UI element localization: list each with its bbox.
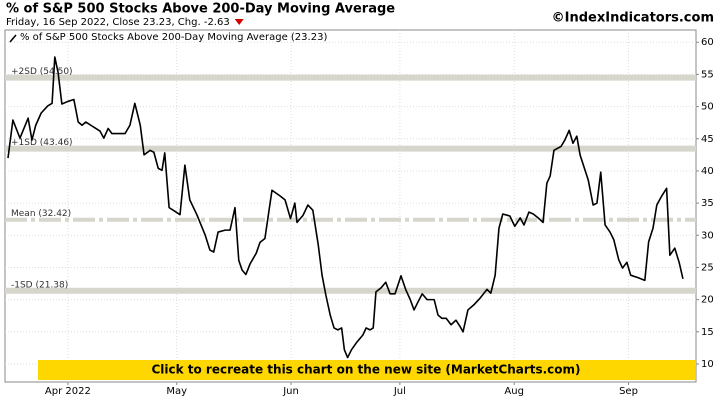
y-tick-label: 15 xyxy=(701,327,714,338)
y-tick-label: 10 xyxy=(701,359,714,370)
x-tick-label: May xyxy=(166,386,187,397)
plot-area xyxy=(4,29,697,383)
y-tick-label: 60 xyxy=(701,37,714,48)
x-tick-label: Aug xyxy=(504,386,524,397)
legend-icon xyxy=(9,34,17,43)
legend-entry: % of S&P 500 Stocks Above 200-Day Moving… xyxy=(20,32,327,43)
y-tick-label: 20 xyxy=(701,295,714,306)
subtitle: Friday, 16 Sep 2022, Close 23.23, Chg. -… xyxy=(6,17,230,28)
reference-label: -1SD (21.38) xyxy=(11,280,68,290)
y-tick-label: 35 xyxy=(701,198,714,209)
down-arrow xyxy=(234,19,244,25)
reference-label: +1SD (43.46) xyxy=(11,138,73,148)
x-tick-label: Jul xyxy=(393,386,406,397)
y-tick-label: 55 xyxy=(701,69,714,80)
x-tick-label: Apr 2022 xyxy=(45,386,91,397)
reference-label: +2SD (54.50) xyxy=(11,67,73,77)
reference-label: Mean (32.42) xyxy=(11,209,71,219)
copyright: ©IndexIndicators.com xyxy=(552,11,714,26)
y-tick-label: 45 xyxy=(701,134,714,145)
y-tick-label: 25 xyxy=(701,262,714,273)
y-tick-label: 50 xyxy=(701,102,714,113)
y-tick-label: 40 xyxy=(701,166,714,177)
banner[interactable]: Click to recreate this chart on the new … xyxy=(38,360,695,380)
y-tick-label: 30 xyxy=(701,230,714,241)
banner-text[interactable]: Click to recreate this chart on the new … xyxy=(151,363,580,377)
x-tick-label: Sep xyxy=(619,386,638,397)
chart-title: % of S&P 500 Stocks Above 200-Day Moving… xyxy=(6,2,395,17)
x-tick-label: Jun xyxy=(282,386,299,397)
banner-background[interactable] xyxy=(38,360,695,380)
data-line xyxy=(7,56,684,359)
